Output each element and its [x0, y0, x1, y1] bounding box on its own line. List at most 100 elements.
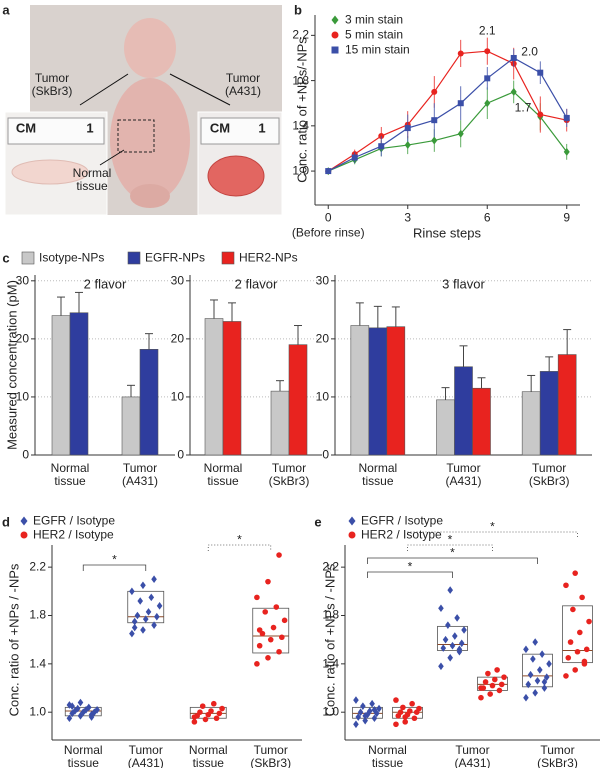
y-tick-label: 20 — [15, 331, 29, 346]
point — [447, 654, 453, 662]
point — [478, 685, 484, 691]
point — [373, 709, 380, 718]
point — [74, 704, 81, 713]
legend-label: 15 min stain — [345, 42, 410, 57]
legend-marker — [348, 516, 356, 526]
point — [416, 705, 422, 712]
tissue-a431 — [207, 155, 265, 197]
tissue-skbr3 — [11, 159, 89, 185]
point — [129, 587, 135, 596]
ruler-right — [200, 117, 280, 145]
bar — [350, 325, 370, 456]
point — [489, 682, 496, 689]
point — [586, 618, 592, 625]
point — [393, 697, 399, 703]
point — [541, 678, 548, 686]
point — [457, 129, 464, 138]
point — [445, 621, 451, 629]
point — [254, 661, 260, 667]
series-line — [328, 91, 568, 172]
significance-label: * — [407, 559, 413, 574]
legend-marker — [20, 516, 28, 526]
box — [562, 605, 593, 664]
point — [461, 626, 467, 634]
point — [376, 704, 382, 713]
arrow — [99, 149, 125, 166]
bar — [51, 315, 71, 456]
y-tick-label: 10 — [315, 389, 329, 404]
photo-annotation: Tumor (A431) — [224, 71, 262, 98]
point — [273, 604, 280, 610]
point — [393, 721, 399, 728]
legend-label: HER2 / Isotype — [33, 527, 114, 542]
x-tick-label: Tumor (A431) — [454, 743, 491, 768]
point — [270, 624, 277, 631]
normal-tissue-box — [117, 119, 155, 153]
point — [484, 75, 491, 82]
mouse-hind — [130, 184, 170, 208]
point — [431, 88, 438, 95]
x-axis-label: Rinse steps — [413, 225, 481, 241]
point — [262, 609, 269, 615]
legend-label: EGFR / Isotype — [361, 513, 444, 528]
point — [537, 666, 543, 674]
ruler-label: 1 — [258, 120, 266, 136]
point — [151, 575, 157, 584]
legend-marker — [348, 531, 356, 539]
point — [442, 635, 449, 644]
point — [265, 578, 271, 585]
annotation: 2.1 — [478, 23, 496, 38]
point — [279, 634, 285, 641]
y-tick-label: 1.4 — [29, 656, 46, 671]
point — [447, 586, 453, 594]
legend-label: 3 min stain — [345, 12, 404, 27]
ruler-label: CM — [15, 120, 37, 136]
point — [94, 705, 100, 714]
bar — [270, 390, 290, 456]
point — [496, 687, 503, 694]
point — [397, 709, 404, 715]
bar — [288, 344, 308, 456]
point — [276, 648, 282, 655]
box — [477, 676, 508, 691]
legend-label: 5 min stain — [345, 27, 404, 42]
point — [197, 709, 203, 715]
point — [438, 662, 444, 671]
x-tick-label: Normal tissue — [203, 461, 243, 488]
legend-swatch — [127, 251, 141, 265]
point — [402, 714, 408, 720]
point — [404, 141, 411, 150]
x-tick-label: 9 — [563, 210, 571, 225]
point — [325, 168, 332, 175]
point — [191, 719, 198, 725]
point — [131, 617, 138, 626]
x-tick-label: Normal tissue — [188, 743, 228, 768]
legend-marker — [331, 31, 339, 39]
point — [369, 699, 375, 708]
point — [276, 552, 282, 558]
x-tick-label: Normal tissue — [50, 461, 90, 488]
y-tick-label: 2.2 — [322, 559, 339, 574]
legend-label: EGFR / Isotype — [33, 513, 116, 528]
significance-label: * — [237, 532, 242, 547]
point — [457, 100, 464, 107]
point — [492, 676, 498, 683]
point — [546, 660, 552, 668]
x-tick-label: Tumor (A431) — [445, 461, 482, 488]
mouse-body — [110, 78, 190, 202]
point — [581, 658, 588, 665]
point — [265, 655, 271, 661]
point — [572, 667, 578, 673]
point — [267, 636, 274, 643]
y-tick-label: 1.0 — [29, 704, 46, 719]
point — [199, 703, 206, 709]
series-line — [327, 57, 568, 172]
point — [541, 684, 548, 692]
point — [256, 642, 263, 649]
panel-letter: b — [294, 2, 302, 18]
y-tick-label: 20 — [170, 331, 184, 346]
point — [367, 707, 373, 715]
legend-label: HER2-NPs — [239, 250, 298, 265]
subplot-title: 3 flavor — [442, 276, 485, 292]
